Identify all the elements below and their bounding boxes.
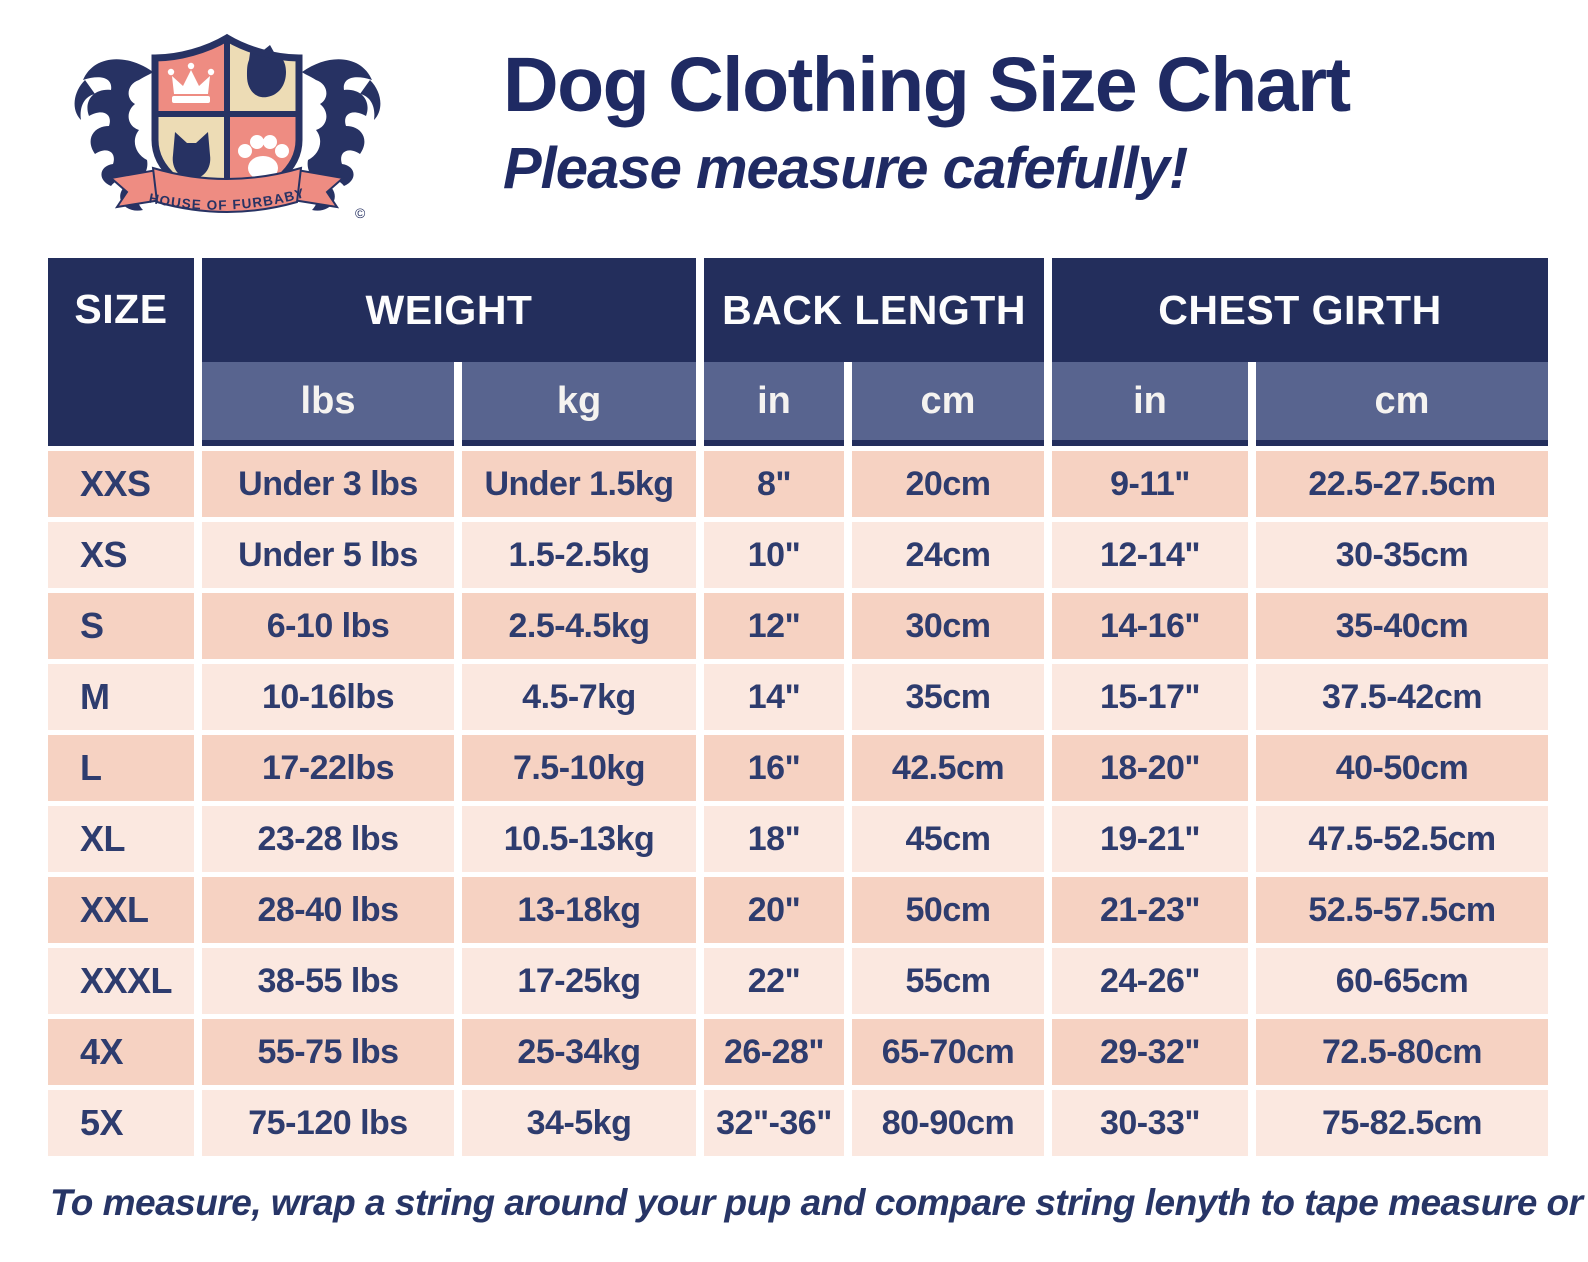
size-label-cell: XS	[48, 517, 194, 588]
size-label-cell: L	[48, 730, 194, 801]
data-cell: 12-14"	[1052, 517, 1248, 588]
data-cell: 14-16"	[1052, 588, 1248, 659]
data-cell: 52.5-57.5cm	[1256, 872, 1548, 943]
data-cell: 72.5-80cm	[1256, 1014, 1548, 1085]
data-cell: 35cm	[852, 659, 1044, 730]
subheader-weight-kg: kg	[462, 362, 696, 446]
subheader-chest-cm: cm	[1256, 362, 1548, 446]
data-cell: 55cm	[852, 943, 1044, 1014]
data-cell: 10-16lbs	[202, 659, 454, 730]
measuring-instructions: To measure, wrap a string around your pu…	[50, 1182, 1588, 1223]
column-header-back-length: BACK LENGTH	[704, 258, 1044, 362]
size-table: SIZE WEIGHT BACK LENGTH CHEST GIRTH lbs …	[48, 258, 1548, 1156]
data-cell: 35-40cm	[1256, 588, 1548, 659]
data-cell: 18"	[704, 801, 844, 872]
data-cell: 30-33"	[1052, 1085, 1248, 1156]
data-cell: 14"	[704, 659, 844, 730]
subheader-chest-in: in	[1052, 362, 1248, 446]
data-cell: 80-90cm	[852, 1085, 1044, 1156]
data-cell: Under 3 lbs	[202, 446, 454, 517]
data-cell: 34-5kg	[462, 1085, 696, 1156]
size-label-cell: XXXL	[48, 943, 194, 1014]
column-header-chest-girth: CHEST GIRTH	[1052, 258, 1548, 362]
data-cell: 30cm	[852, 588, 1044, 659]
crown-icon	[167, 62, 215, 103]
data-cell: 16"	[704, 730, 844, 801]
copyright-symbol: ©	[355, 205, 366, 221]
data-cell: 17-22lbs	[202, 730, 454, 801]
data-cell: 75-120 lbs	[202, 1085, 454, 1156]
size-label-cell: XXL	[48, 872, 194, 943]
data-cell: 18-20"	[1052, 730, 1248, 801]
size-label-cell: M	[48, 659, 194, 730]
data-cell: 6-10 lbs	[202, 588, 454, 659]
subheader-back-in: in	[704, 362, 844, 446]
data-cell: 38-55 lbs	[202, 943, 454, 1014]
heading-block: Dog Clothing Size Chart Please measure c…	[503, 42, 1351, 202]
data-cell: 8"	[704, 446, 844, 517]
data-cell: 65-70cm	[852, 1014, 1044, 1085]
size-label-cell: 5X	[48, 1085, 194, 1156]
data-cell: 13-18kg	[462, 872, 696, 943]
ribbon-banner	[108, 166, 346, 213]
column-header-size: SIZE	[48, 258, 194, 446]
data-cell: 15-17"	[1052, 659, 1248, 730]
page-title: Dog Clothing Size Chart	[503, 42, 1351, 128]
data-cell: 75-82.5cm	[1256, 1085, 1548, 1156]
data-cell: 29-32"	[1052, 1014, 1248, 1085]
data-cell: Under 1.5kg	[462, 446, 696, 517]
data-cell: 32"-36"	[704, 1085, 844, 1156]
data-cell: 17-25kg	[462, 943, 696, 1014]
data-cell: 42.5cm	[852, 730, 1044, 801]
data-cell: 20"	[704, 872, 844, 943]
data-cell: 24cm	[852, 517, 1044, 588]
subheader-weight-lbs: lbs	[202, 362, 454, 446]
page-subtitle: Please measure cafefully!	[503, 135, 1188, 201]
column-header-weight: WEIGHT	[202, 258, 696, 362]
data-cell: 20cm	[852, 446, 1044, 517]
data-cell: 19-21"	[1052, 801, 1248, 872]
data-cell: 24-26"	[1052, 943, 1248, 1014]
subheader-back-cm: cm	[852, 362, 1044, 446]
paw-icon	[238, 135, 289, 180]
data-cell: 21-23"	[1052, 872, 1248, 943]
data-cell: 28-40 lbs	[202, 872, 454, 943]
data-cell: 50cm	[852, 872, 1044, 943]
data-cell: 60-65cm	[1256, 943, 1548, 1014]
data-cell: 9-11"	[1052, 446, 1248, 517]
data-cell: 23-28 lbs	[202, 801, 454, 872]
data-cell: 22.5-27.5cm	[1256, 446, 1548, 517]
size-label-cell: XXS	[48, 446, 194, 517]
size-label-cell: XL	[48, 801, 194, 872]
data-cell: 10"	[704, 517, 844, 588]
data-cell: 30-35cm	[1256, 517, 1548, 588]
data-cell: 45cm	[852, 801, 1044, 872]
size-label-cell: S	[48, 588, 194, 659]
data-cell: 22"	[704, 943, 844, 1014]
data-cell: 4.5-7kg	[462, 659, 696, 730]
cat-icon	[172, 132, 211, 179]
size-label-cell: 4X	[48, 1014, 194, 1085]
data-cell: 10.5-13kg	[462, 801, 696, 872]
data-cell: 47.5-52.5cm	[1256, 801, 1548, 872]
data-cell: 26-28"	[704, 1014, 844, 1085]
data-cell: 25-34kg	[462, 1014, 696, 1085]
data-cell: 1.5-2.5kg	[462, 517, 696, 588]
data-cell: 7.5-10kg	[462, 730, 696, 801]
house-of-furbaby-logo: HOUSE OF FURBABY ©	[74, 33, 381, 221]
data-cell: 2.5-4.5kg	[462, 588, 696, 659]
data-cell: 37.5-42cm	[1256, 659, 1548, 730]
data-cell: 12"	[704, 588, 844, 659]
data-cell: 40-50cm	[1256, 730, 1548, 801]
data-cell: 55-75 lbs	[202, 1014, 454, 1085]
data-cell: Under 5 lbs	[202, 517, 454, 588]
